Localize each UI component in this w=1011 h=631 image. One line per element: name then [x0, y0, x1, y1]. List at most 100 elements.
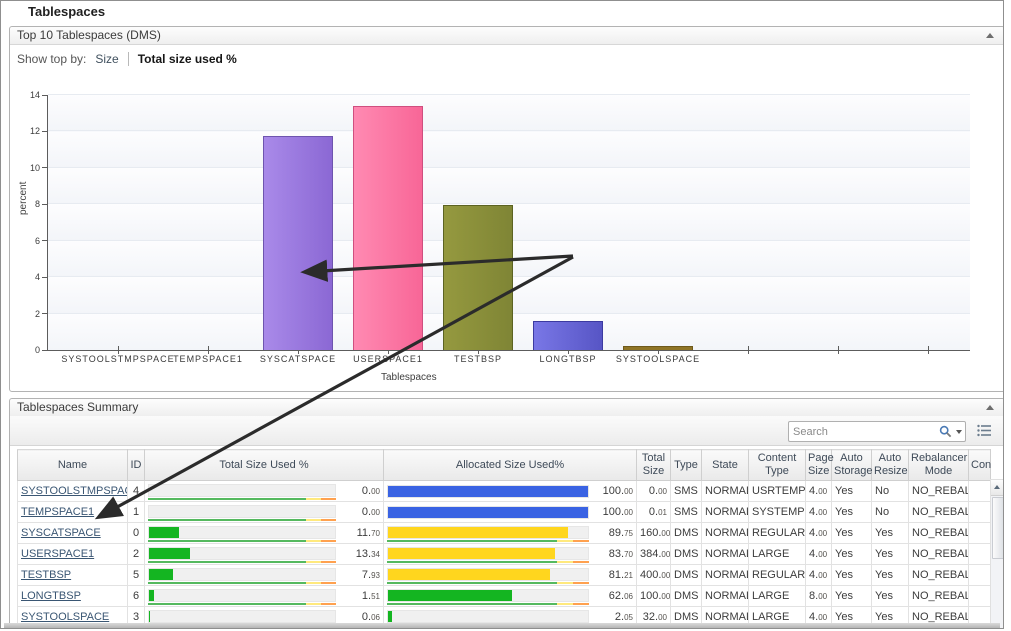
cell-type: SMS	[670, 501, 702, 523]
chart-bar-syscatspace[interactable]	[263, 136, 333, 350]
y-tick-mark	[42, 240, 47, 242]
cell-con	[968, 501, 991, 523]
tablespace-link-systoolstmpspace[interactable]: SYSTOOLSTMPSPACE	[21, 485, 127, 497]
table-row-longtbsp[interactable]: LONGTBSP 6 1.51 62.06 100.00 DMS NORMAL LARGE 8.…	[17, 585, 991, 607]
cell-page-size: 4.00	[805, 522, 832, 544]
cell-allocated-size-used-content: 100.00	[387, 505, 633, 519]
column-header-name[interactable]: Name	[17, 449, 128, 481]
cell-auto-resize: Yes	[871, 522, 909, 544]
column-header-id[interactable]: ID	[127, 449, 145, 481]
show-top-by-size-option[interactable]: Size	[95, 52, 119, 66]
cell-page-size: 8.00	[805, 585, 832, 607]
cell-rebalancer-mode: NO_REBAL	[908, 606, 969, 628]
y-tick-label: 2	[34, 308, 40, 319]
column-header-content-type[interactable]: Content Type	[748, 449, 806, 481]
cell-allocated-size-used-trackwrap	[387, 546, 589, 563]
cell-name: TEMPSPACE1	[17, 501, 128, 523]
column-header-state[interactable]: State	[701, 449, 749, 481]
cell-total-size-used-fill	[149, 526, 179, 538]
cell-total-size-used-trackwrap	[148, 546, 336, 563]
cell-rebalancer-mode: NO_REBAL	[908, 501, 969, 523]
column-header-total-size[interactable]: Total Size	[636, 449, 671, 481]
tablespace-link-systoolspace[interactable]: SYSTOOLSPACE	[21, 611, 110, 623]
chart-gridline	[48, 166, 970, 168]
tablespace-link-userspace1[interactable]: USERSPACE1	[21, 548, 95, 560]
tablespace-link-longtbsp[interactable]: LONGTBSP	[21, 590, 81, 602]
x-tick-label: SYSTOOLSPACE	[615, 354, 701, 364]
table-row-userspace1[interactable]: USERSPACE1 2 13.34 83.70 384.00 DMS NORMAL LARG…	[17, 543, 991, 565]
cell-allocated-size-used-fill	[388, 547, 556, 559]
column-header-rebalancer-mode[interactable]: Rebalancer Mode	[908, 449, 969, 481]
cell-auto-storage: Yes	[831, 543, 872, 565]
panel-title-summary: Tablespaces Summary	[17, 400, 139, 414]
cell-id: 2	[127, 543, 145, 565]
cell-total-size-used-content: 11.70	[148, 525, 380, 542]
cell-page-size: 4.00	[805, 606, 832, 628]
cell-rebalancer-mode: NO_REBAL	[908, 564, 969, 586]
chart-bar-testbsp[interactable]	[443, 205, 513, 350]
y-tick-label: 10	[29, 162, 40, 173]
cell-auto-storage: Yes	[831, 501, 872, 523]
chart-bar-userspace1[interactable]	[353, 106, 423, 350]
column-header-page-size[interactable]: Page Size	[805, 449, 834, 481]
collapse-arrow-icon[interactable]	[986, 405, 994, 410]
y-tick-label: 4	[34, 272, 40, 283]
cell-allocated-size-used-track	[387, 546, 589, 560]
cell-total-size-used-trackwrap	[148, 567, 336, 584]
cell-content-type: LARGE	[748, 606, 806, 628]
cell-id: 5	[127, 564, 145, 586]
table-row-syscatspace[interactable]: SYSCATSPACE 0 11.70 89.75 160.00 DMS NORMAL REG…	[17, 522, 991, 544]
column-header-auto-storage[interactable]: Auto Storage	[831, 449, 873, 481]
table-row-systoolstmpspace[interactable]: SYSTOOLSTMPSPACE40.00100.000.00SMSNORMAL…	[17, 480, 991, 502]
cell-name: SYSCATSPACE	[17, 522, 128, 544]
y-tick-mark	[42, 130, 47, 132]
collapse-arrow-icon[interactable]	[986, 33, 994, 38]
cell-allocated-size-used-track	[387, 506, 589, 519]
option-divider	[127, 52, 129, 66]
scrollbar-thumb[interactable]	[992, 497, 1003, 559]
cell-total-size-used-fill	[149, 547, 190, 559]
search-options-caret-icon[interactable]	[956, 429, 962, 434]
chart-bar-systoolspace[interactable]	[623, 346, 693, 350]
column-header-type[interactable]: Type	[670, 449, 702, 481]
scroll-up-icon[interactable]	[991, 480, 1003, 496]
x-axis-label: Tablespaces	[381, 372, 437, 383]
column-header-allocated-size-used-[interactable]: Allocated Size Used%	[383, 449, 637, 481]
cell-allocated-size-used-trackwrap	[387, 505, 589, 519]
cell-content-type: REGULAR	[748, 564, 806, 586]
cell-name: SYSTOOLSTMPSPACE	[17, 480, 128, 502]
threshold-strip	[148, 497, 336, 500]
cell-allocated-size-used-content: 62.06	[387, 588, 633, 605]
tablespace-link-syscatspace[interactable]: SYSCATSPACE	[21, 527, 101, 539]
show-top-by-bar: Show top by: Size Total size used %	[17, 52, 237, 66]
table-row-tempspace1[interactable]: TEMPSPACE1 1 0.00 100.00 0.01 SMS NORMAL SYSTEM…	[17, 501, 991, 523]
column-header-con[interactable]: Con	[968, 449, 991, 481]
cell-total-size-used-track	[148, 525, 336, 539]
cell-allocated-size-used: 100.00	[383, 480, 637, 502]
search-input[interactable]	[789, 425, 939, 438]
cell-con	[968, 480, 991, 502]
table-row-testbsp[interactable]: TESTBSP 5 7.93 81.21 400.00 DMS NORMAL REGULAR 4…	[17, 564, 991, 586]
cell-type: DMS	[670, 522, 702, 544]
cell-rebalancer-mode: NO_REBAL	[908, 543, 969, 565]
cell-total-size-used-content: 1.51	[148, 588, 380, 605]
cell-allocated-size-used: 100.00	[383, 501, 637, 523]
cell-total-size-used-value: 0.06	[361, 611, 380, 623]
cell-total-size: 160.00	[636, 522, 671, 544]
threshold-strip	[387, 560, 589, 563]
chart-bar-longtbsp[interactable]	[533, 321, 603, 350]
vertical-scrollbar[interactable]	[990, 479, 1003, 628]
cell-name: SYSTOOLSPACE	[17, 606, 128, 628]
column-header-auto-resize[interactable]: Auto Resize	[871, 449, 909, 481]
cell-total-size-used-track	[148, 588, 336, 602]
tablespace-link-tempspace1[interactable]: TEMPSPACE1	[21, 506, 95, 518]
panel-header-summary: Tablespaces Summary	[10, 399, 1003, 417]
chart-gridline	[48, 130, 970, 132]
search-icon[interactable]	[939, 425, 952, 438]
y-tick-mark	[42, 349, 47, 351]
tablespace-link-testbsp[interactable]: TESTBSP	[21, 569, 72, 581]
column-header-total-size-used-[interactable]: Total Size Used %	[144, 449, 384, 481]
grid-customize-icon[interactable]	[977, 424, 992, 437]
cell-total-size-used-trackwrap	[148, 588, 336, 605]
